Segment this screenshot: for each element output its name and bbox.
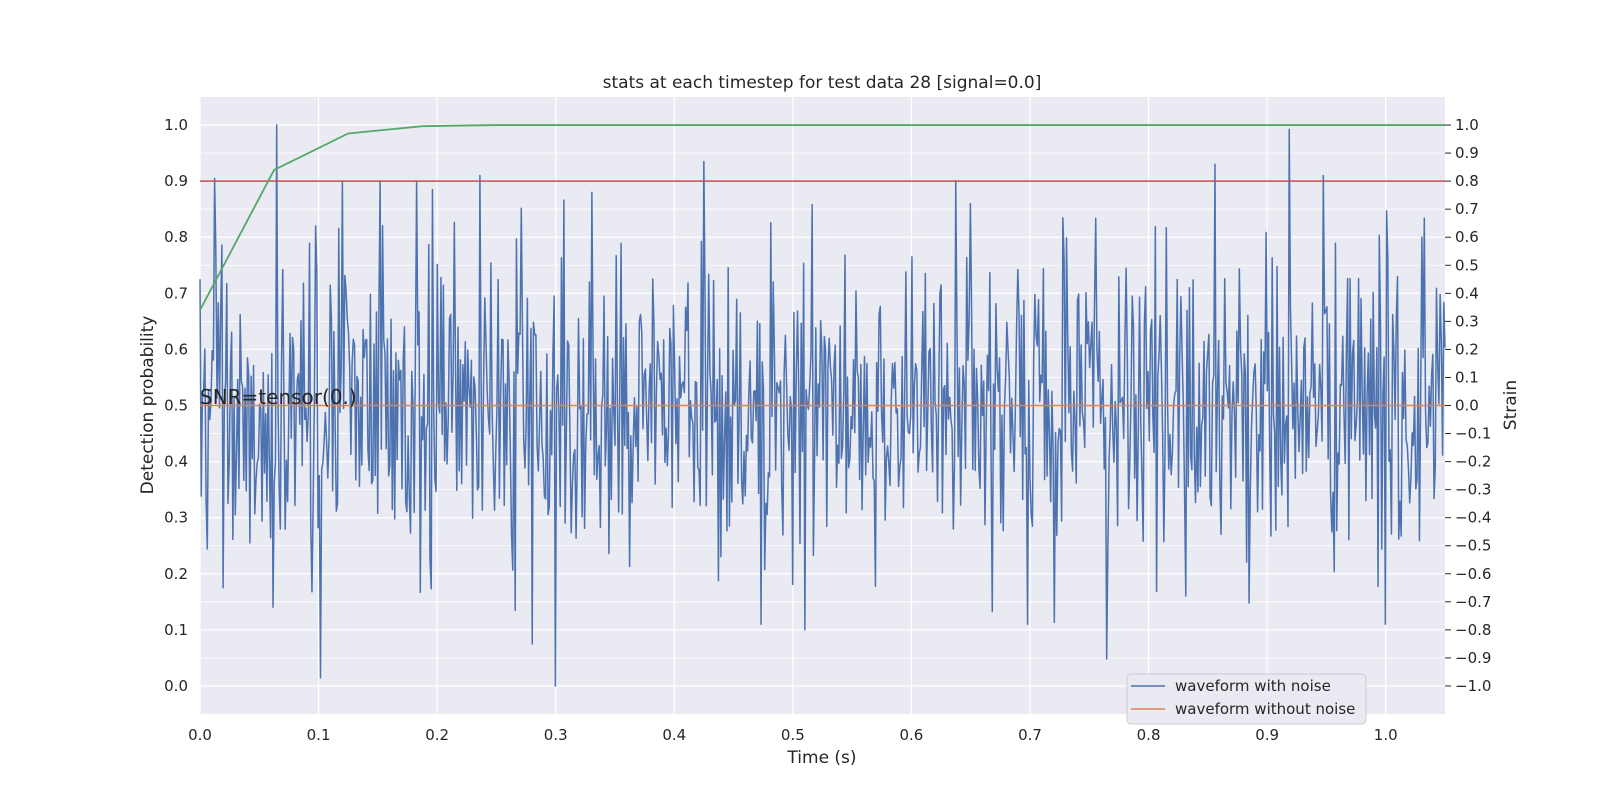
- right-y-tick-label: 0.6: [1455, 228, 1479, 246]
- right-y-tick-label: −0.7: [1455, 593, 1491, 611]
- right-y-tick-label: −0.5: [1455, 537, 1491, 555]
- right-y-tick-label: −0.2: [1455, 453, 1491, 471]
- x-tick-label: 0.1: [307, 726, 331, 744]
- right-y-tick-label: 1.0: [1455, 116, 1479, 134]
- snr-annotation: SNR=tensor(0.): [200, 385, 357, 409]
- right-y-tick-label: 0.2: [1455, 340, 1479, 358]
- legend: waveform with noise waveform without noi…: [1126, 673, 1367, 725]
- y-tick-label: 0.2: [164, 565, 188, 583]
- x-tick-label: 0.2: [425, 726, 449, 744]
- x-tick-label: 0.6: [899, 726, 923, 744]
- right-y-tick-label: −0.6: [1455, 565, 1491, 583]
- y-tick-label: 0.0: [164, 677, 188, 695]
- right-y-tick-labels: −1.0 −0.9 −0.8 −0.7 −0.6 −0.5 −0.4 −0.3 −0.2 −0.1…: [1445, 116, 1491, 695]
- y-tick-label: 0.4: [164, 453, 188, 471]
- y-tick-label: 0.9: [164, 172, 188, 190]
- y-tick-label: 0.8: [164, 228, 188, 246]
- x-tick-label: 0.9: [1255, 726, 1279, 744]
- right-y-tick-label: −1.0: [1455, 677, 1491, 695]
- y-tick-label: 0.6: [164, 340, 188, 358]
- right-y-tick-label: −0.8: [1455, 621, 1491, 639]
- legend-label-waveform-with-noise: waveform with noise: [1175, 677, 1331, 695]
- y-tick-label: 0.1: [164, 621, 188, 639]
- right-y-tick-label: −0.1: [1455, 425, 1491, 443]
- right-y-tick-label: 0.1: [1455, 368, 1479, 386]
- right-y-tick-label: 0.3: [1455, 312, 1479, 330]
- right-y-tick-label: 0.9: [1455, 144, 1479, 162]
- right-y-tick-label: 0.5: [1455, 256, 1479, 274]
- right-y-tick-label: −0.3: [1455, 481, 1491, 499]
- x-tick-label: 0.0: [188, 726, 212, 744]
- y-tick-label: 0.7: [164, 284, 188, 302]
- series-layer: [199, 124, 1446, 687]
- y-tick-label: 0.3: [164, 509, 188, 527]
- y-tick-label: 0.5: [164, 397, 188, 415]
- x-tick-label: 0.3: [544, 726, 568, 744]
- right-y-tick-label: 0.8: [1455, 172, 1479, 190]
- x-tick-label: 0.4: [662, 726, 686, 744]
- right-y-tick-label: −0.9: [1455, 649, 1491, 667]
- right-y-tick-label: 0.7: [1455, 200, 1479, 218]
- x-tick-label: 0.5: [781, 726, 805, 744]
- detection-probability-line: [199, 124, 1445, 311]
- legend-box: [1126, 673, 1367, 725]
- x-tick-labels: 0.0 0.1 0.2 0.3 0.4 0.5 0.6 0.7 0.8 0.9 1.0: [188, 726, 1398, 744]
- right-y-tick-label: 0.4: [1455, 284, 1479, 302]
- x-tick-label: 1.0: [1374, 726, 1398, 744]
- x-tick-label: 0.7: [1018, 726, 1042, 744]
- legend-label-waveform-without-noise: waveform without noise: [1175, 700, 1355, 718]
- chart-title: stats at each timestep for test data 28 …: [603, 73, 1042, 93]
- x-tick-label: 0.8: [1137, 726, 1161, 744]
- right-y-tick-label: 0.0: [1455, 397, 1479, 415]
- x-axis-label: Time (s): [786, 748, 856, 768]
- right-y-tick-label: −0.4: [1455, 509, 1491, 527]
- right-y-axis-label: Strain: [1501, 380, 1521, 430]
- y-tick-labels: 0.0 0.1 0.2 0.3 0.4 0.5 0.6 0.7 0.8 0.9 1.0: [164, 116, 188, 695]
- y-axis-label: Detection probability: [138, 316, 158, 495]
- y-tick-label: 1.0: [164, 116, 188, 134]
